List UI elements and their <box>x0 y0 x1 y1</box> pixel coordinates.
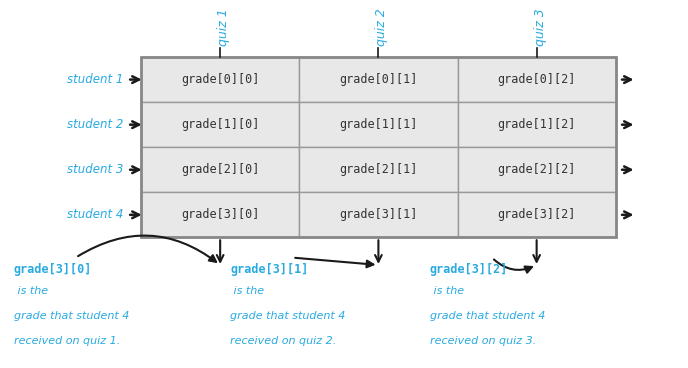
Text: grade[3][2]: grade[3][2] <box>430 263 508 276</box>
Text: quiz 1: quiz 1 <box>217 8 230 46</box>
FancyArrowPatch shape <box>295 258 374 267</box>
Text: is the: is the <box>230 286 265 296</box>
Text: grade[2][2]: grade[2][2] <box>497 163 576 176</box>
Text: student 1: student 1 <box>67 73 124 86</box>
Text: student 4: student 4 <box>67 208 124 221</box>
Text: grade[3][0]: grade[3][0] <box>14 263 92 276</box>
Text: grade[2][1]: grade[2][1] <box>339 163 418 176</box>
Text: grade[1][0]: grade[1][0] <box>181 118 259 131</box>
Text: student 3: student 3 <box>67 163 124 176</box>
Text: is the: is the <box>430 286 464 296</box>
Text: quiz 3: quiz 3 <box>534 8 546 46</box>
Text: student 2: student 2 <box>67 118 124 131</box>
Bar <box>141 57 616 237</box>
Text: quiz 2: quiz 2 <box>376 8 388 46</box>
Text: received on quiz 2.: received on quiz 2. <box>230 336 336 346</box>
Text: grade that student 4: grade that student 4 <box>14 311 129 321</box>
Bar <box>141 192 299 237</box>
Text: grade[0][0]: grade[0][0] <box>181 73 259 86</box>
Text: grade[1][2]: grade[1][2] <box>497 118 576 131</box>
Text: grade[3][0]: grade[3][0] <box>181 208 259 221</box>
Text: grade[1][1]: grade[1][1] <box>339 118 418 131</box>
Bar <box>141 57 299 102</box>
Bar <box>141 147 299 192</box>
Bar <box>299 147 458 192</box>
Text: grade[0][1]: grade[0][1] <box>339 73 418 86</box>
Text: grade[0][2]: grade[0][2] <box>497 73 576 86</box>
Text: received on quiz 1.: received on quiz 1. <box>14 336 120 346</box>
Text: grade[3][1]: grade[3][1] <box>230 263 309 276</box>
Text: received on quiz 3.: received on quiz 3. <box>430 336 536 346</box>
Text: grade that student 4: grade that student 4 <box>430 311 546 321</box>
Bar <box>458 147 616 192</box>
Bar <box>458 102 616 147</box>
Text: grade[3][1]: grade[3][1] <box>339 208 418 221</box>
Bar <box>458 57 616 102</box>
Text: grade that student 4: grade that student 4 <box>230 311 346 321</box>
FancyArrowPatch shape <box>78 236 216 262</box>
Bar <box>299 102 458 147</box>
Bar <box>299 192 458 237</box>
Text: grade[3][2]: grade[3][2] <box>497 208 576 221</box>
Bar <box>458 192 616 237</box>
Bar <box>299 57 458 102</box>
Bar <box>141 102 299 147</box>
Text: grade[2][0]: grade[2][0] <box>181 163 259 176</box>
FancyArrowPatch shape <box>494 259 532 273</box>
Text: is the: is the <box>14 286 48 296</box>
